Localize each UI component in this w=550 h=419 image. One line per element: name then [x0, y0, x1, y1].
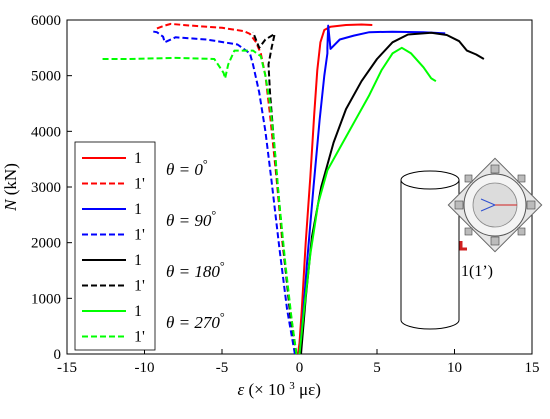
x-tick-label: 15: [525, 360, 540, 376]
gauge-label: 1(1’): [461, 263, 493, 280]
series-line-4: [300, 31, 485, 355]
gauge-marker: [459, 241, 467, 251]
x-tick-label: -15: [57, 360, 77, 376]
y-tick-label: 2000: [31, 236, 61, 252]
y-tick-label: 0: [54, 347, 62, 363]
theta-label: θ = 270°: [166, 310, 225, 332]
theta-text: θ = 90: [166, 211, 212, 230]
y-tick-label: 6000: [31, 13, 61, 29]
y-tick-label: 5000: [31, 69, 61, 85]
theta-label: θ = 0°: [166, 157, 208, 179]
series-line-0: [297, 23, 373, 355]
theta-label: θ = 180°: [166, 259, 225, 281]
theta-labels: θ = 0°θ = 90°θ = 180°θ = 270°: [166, 157, 225, 332]
x-axis-symbol: ε: [238, 380, 245, 399]
column-specimen-drawing: 1(1’): [400, 170, 493, 330]
legend-label: 1': [134, 278, 145, 295]
ticks: -15 -10 -5 0 5 10 15 0 1000 2000 3000 4000 5000 6000: [31, 13, 540, 376]
series-line-6: [298, 46, 437, 355]
theta-degree: °: [203, 157, 208, 171]
series-line-3: [150, 30, 296, 355]
x-axis-label-rest: (× 10: [248, 380, 285, 399]
y-axis-title: N (kN): [1, 163, 20, 212]
y-tick-label: 1000: [31, 291, 61, 307]
column-bottom-arc: [400, 319, 460, 330]
column-top-ellipse: [400, 170, 460, 190]
y-axis-unit: (kN): [1, 163, 20, 195]
x-axis-label-unit: με): [299, 380, 321, 399]
series-line-2: [298, 24, 446, 355]
x-tick-label: 10: [447, 360, 462, 376]
theta-degree: °: [211, 208, 216, 222]
legend-label: 1': [134, 329, 145, 346]
theta-label: θ = 90°: [166, 208, 216, 230]
theta-text: θ = 270: [166, 313, 220, 332]
legend-box: [74, 141, 156, 351]
x-tick-label: 0: [296, 360, 304, 376]
x-tick-label: -10: [135, 360, 155, 376]
series-line-7: [101, 49, 298, 355]
x-axis-title: ε (× 10 3 με): [238, 374, 321, 399]
theta-degree: °: [220, 259, 225, 273]
y-tick-label: 4000: [31, 124, 61, 140]
legend-label: 1': [134, 176, 145, 193]
series-line-1: [156, 22, 298, 355]
x-tick-label: 5: [373, 360, 381, 376]
theta-degree: °: [220, 310, 225, 324]
theta-text: θ = 0: [166, 160, 203, 179]
legend-label: 1: [134, 150, 142, 167]
data-lines: [101, 22, 485, 355]
cross-section-icon: [447, 157, 543, 253]
y-axis-symbol: N: [1, 198, 20, 212]
legend-label: 1: [134, 201, 142, 218]
legend-label: 1: [134, 252, 142, 269]
x-tick-label: -5: [216, 360, 229, 376]
x-axis-label-sup: 3: [289, 380, 295, 392]
theta-text: θ = 180: [166, 262, 220, 281]
legend-label: 1': [134, 227, 145, 244]
legend: 1 1' 1 1' 1 1' 1 1': [74, 141, 156, 351]
y-tick-label: 3000: [31, 180, 61, 196]
legend-label: 1: [134, 303, 142, 320]
